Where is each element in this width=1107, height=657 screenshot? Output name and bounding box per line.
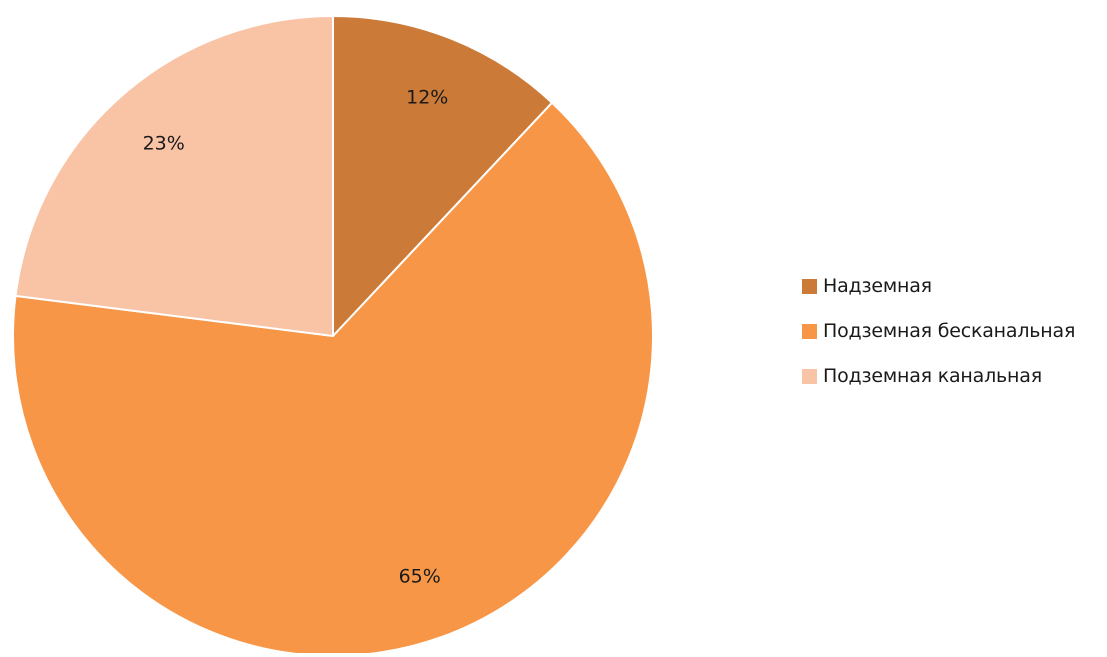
legend-label: Подземная бесканальная [823,320,1076,342]
legend-swatch [802,368,817,384]
pie-data-labels: 12% 65% 23% [143,86,449,587]
legend-swatch [802,278,817,294]
pie-slice-podzemnaya-beskanalnaya [12,101,654,657]
chart-legend: Надземная Подземная бесканальная Подземн… [802,274,1075,409]
pie-slices [12,14,654,657]
pie-slice-podzemnaya-kanalnaya [14,14,334,338]
data-label-nadzemnaya: 12% [406,86,448,108]
legend-item-nadzemnaya: Надземная [802,274,1075,298]
legend-label: Надземная [823,275,932,297]
legend-item-podzemnaya-kanalnaya: Подземная канальная [802,364,1075,388]
data-label-podzemnaya-kanalnaya: 23% [143,132,185,154]
legend-swatch [802,323,817,339]
pie-slice-nadzemnaya [332,14,554,339]
legend-label: Подземная канальная [823,365,1042,387]
data-label-podzemnaya-beskanalnaya: 65% [399,565,441,587]
legend-item-podzemnaya-beskanalnaya: Подземная бесканальная [802,319,1075,343]
